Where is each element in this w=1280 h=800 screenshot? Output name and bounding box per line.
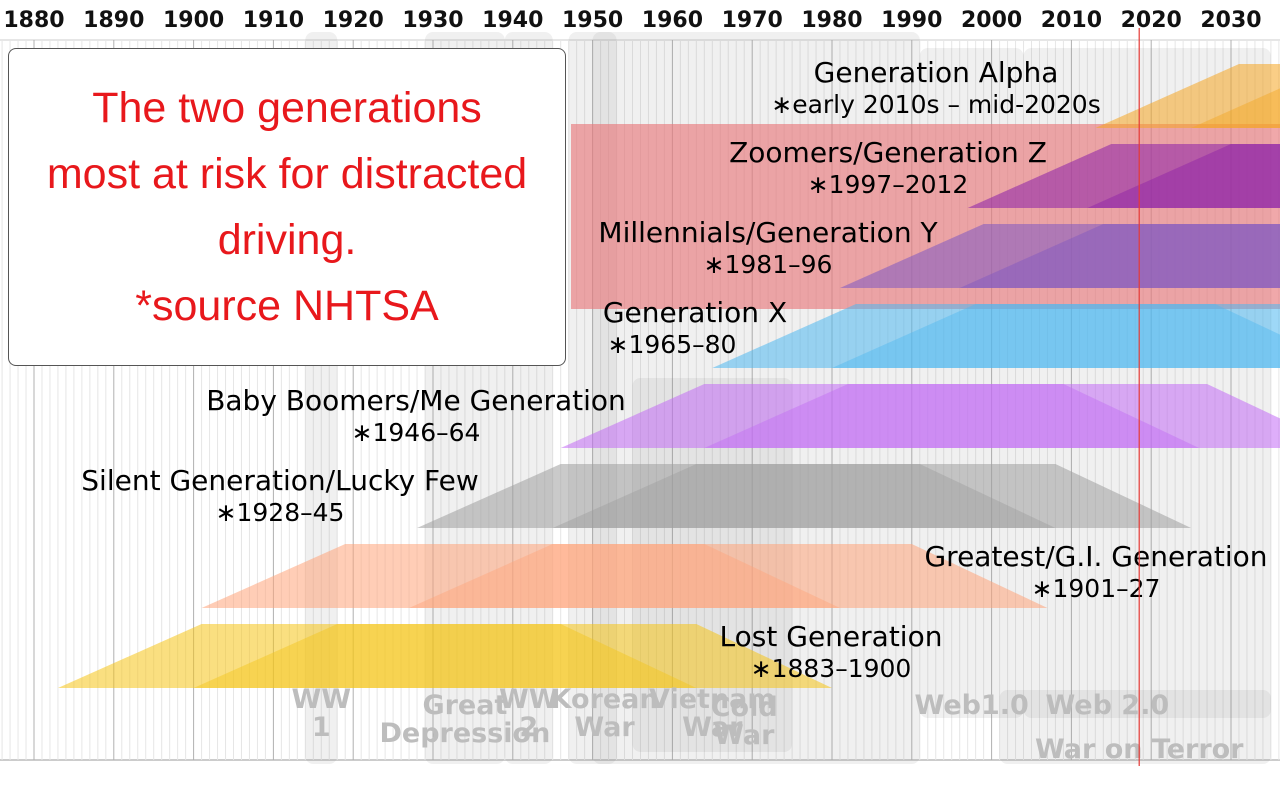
lost-generation-name: Lost Generation [720,620,943,653]
generation-alpha-years: ∗early 2010s – mid-2020s [771,90,1101,119]
decade-tick-label: 1950 [562,8,623,33]
ww2-label: WW [499,684,559,715]
decade-tick-label: 1980 [801,8,862,33]
decade-tick-label: 2030 [1200,8,1261,33]
web-2-label: Web 2.0 [1045,690,1169,721]
callout-line-1: The two generations [92,84,482,132]
ww2-label: 2 [519,712,538,743]
generation-alpha-core [1191,88,1280,128]
lost-generation-core [193,624,697,688]
great-depression-label: Depression [379,718,550,749]
generation-alpha-name: Generation Alpha [814,56,1059,89]
decade-tick-label: 1930 [402,8,463,33]
baby-boomers-name: Baby Boomers/Me Generation [206,384,626,417]
generation-alpha-band [1095,64,1280,128]
silent-generation-core [552,464,1056,528]
generation-x-years: ∗1965–80 [608,330,737,359]
decade-tick-label: 1940 [482,8,543,33]
lost-generation-years: ∗1883–1900 [751,654,912,683]
greatest-generation-core [409,544,840,608]
greatest-generation-years: ∗1901–27 [1032,574,1161,603]
generation-x-name: Generation X [603,296,787,329]
decade-tick-label: 1970 [722,8,783,33]
generation-z-band [967,144,1280,208]
generation-y-name: Millennials/Generation Y [598,216,938,249]
generation-z-name: Zoomers/Generation Z [729,136,1047,169]
great-depression-label: Great [422,690,507,721]
greatest-generation-name: Greatest/G.I. Generation [924,540,1267,573]
korean-war-label: Korean [551,684,659,715]
greatest-generation-band [201,544,1048,608]
cold-war-label: Cold [711,692,778,723]
generation-z-years: ∗1997–2012 [808,170,969,199]
decade-tick-label: 1990 [881,8,942,33]
korean-war-label: War [574,712,635,743]
baby-boomers-core [704,384,1200,448]
callout-line-4: *source NHTSA [135,282,439,330]
war-on-terror-period [999,690,1271,764]
cold-war-label: War [714,720,775,751]
generation-y-years: ∗1981–96 [704,250,833,279]
decade-axis: 1880 1890 1900 1910 1920 1930 1940 1950 1960 1970… [3,8,1261,33]
generation-bands [57,64,1280,688]
decade-tick-label: 2010 [1041,8,1102,33]
decade-tick-label: 1960 [642,8,703,33]
generation-x-band [712,304,1280,368]
ww1-label: WW [291,684,351,715]
decade-tick-label: 1920 [323,8,384,33]
generation-x-core [832,304,1280,368]
baby-boomers-years: ∗1946–64 [352,418,481,447]
decade-tick-label: 1880 [3,8,64,33]
callout-line-2: most at risk for distracted [46,150,528,198]
decade-tick-label: 1910 [243,8,304,33]
baby-boomers-band [560,384,1280,448]
silent-generation-band [417,464,1192,528]
decade-tick-label: 1900 [163,8,224,33]
generation-y-band [839,224,1280,288]
web-1-label: Web1.0 [915,690,1029,721]
vietnam-war-label: War [682,712,743,743]
silent-generation-name: Silent Generation/Lucky Few [81,464,478,497]
ww1-label: 1 [312,712,331,743]
callout-line-3: driving. [217,216,357,264]
decade-tick-label: 2020 [1121,8,1182,33]
risk-callout-box: The two generations most at risk for dis… [8,48,566,366]
vietnam-war-label: Vietnam [649,684,775,715]
decade-tick-label: 2000 [961,8,1022,33]
generation-z-core [1087,144,1280,208]
lost-generation-band [57,624,832,688]
decade-tick-label: 1890 [83,8,144,33]
silent-generation-years: ∗1928–45 [216,498,345,527]
generation-y-core [959,224,1280,288]
